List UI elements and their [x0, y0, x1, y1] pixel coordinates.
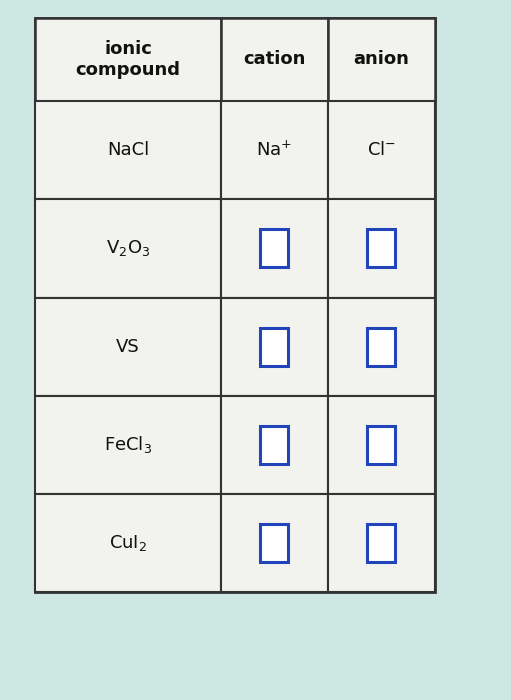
Bar: [328, 395, 435, 494]
Bar: [261, 328, 288, 365]
Bar: [367, 230, 396, 267]
Text: V$_2$O$_3$: V$_2$O$_3$: [106, 239, 150, 258]
Text: ionic
compound: ionic compound: [76, 40, 180, 79]
Text: CuI$_2$: CuI$_2$: [109, 533, 147, 553]
Bar: [367, 524, 396, 562]
Bar: [328, 18, 435, 101]
Bar: [35, 298, 221, 396]
Bar: [328, 298, 435, 396]
Bar: [35, 101, 221, 200]
Bar: [328, 101, 435, 200]
Bar: [35, 395, 221, 494]
Bar: [221, 395, 328, 494]
Text: anion: anion: [354, 50, 409, 69]
Text: NaCl: NaCl: [107, 141, 149, 159]
Bar: [261, 426, 288, 464]
Bar: [35, 494, 221, 592]
Text: FeCl$_3$: FeCl$_3$: [104, 435, 152, 456]
Bar: [367, 328, 396, 365]
Bar: [367, 426, 396, 464]
Bar: [328, 494, 435, 592]
Bar: [221, 199, 328, 298]
Bar: [35, 199, 221, 298]
Text: cation: cation: [243, 50, 306, 69]
Bar: [261, 230, 288, 267]
Bar: [261, 524, 288, 562]
Bar: [221, 494, 328, 592]
Text: Na$^{+}$: Na$^{+}$: [257, 141, 292, 160]
Bar: [221, 101, 328, 200]
Bar: [221, 298, 328, 396]
Text: Cl$^{−}$: Cl$^{−}$: [367, 141, 396, 159]
Bar: [328, 199, 435, 298]
Text: VS: VS: [116, 337, 140, 356]
Bar: [35, 18, 221, 101]
Bar: [35, 18, 435, 592]
Bar: [221, 18, 328, 101]
